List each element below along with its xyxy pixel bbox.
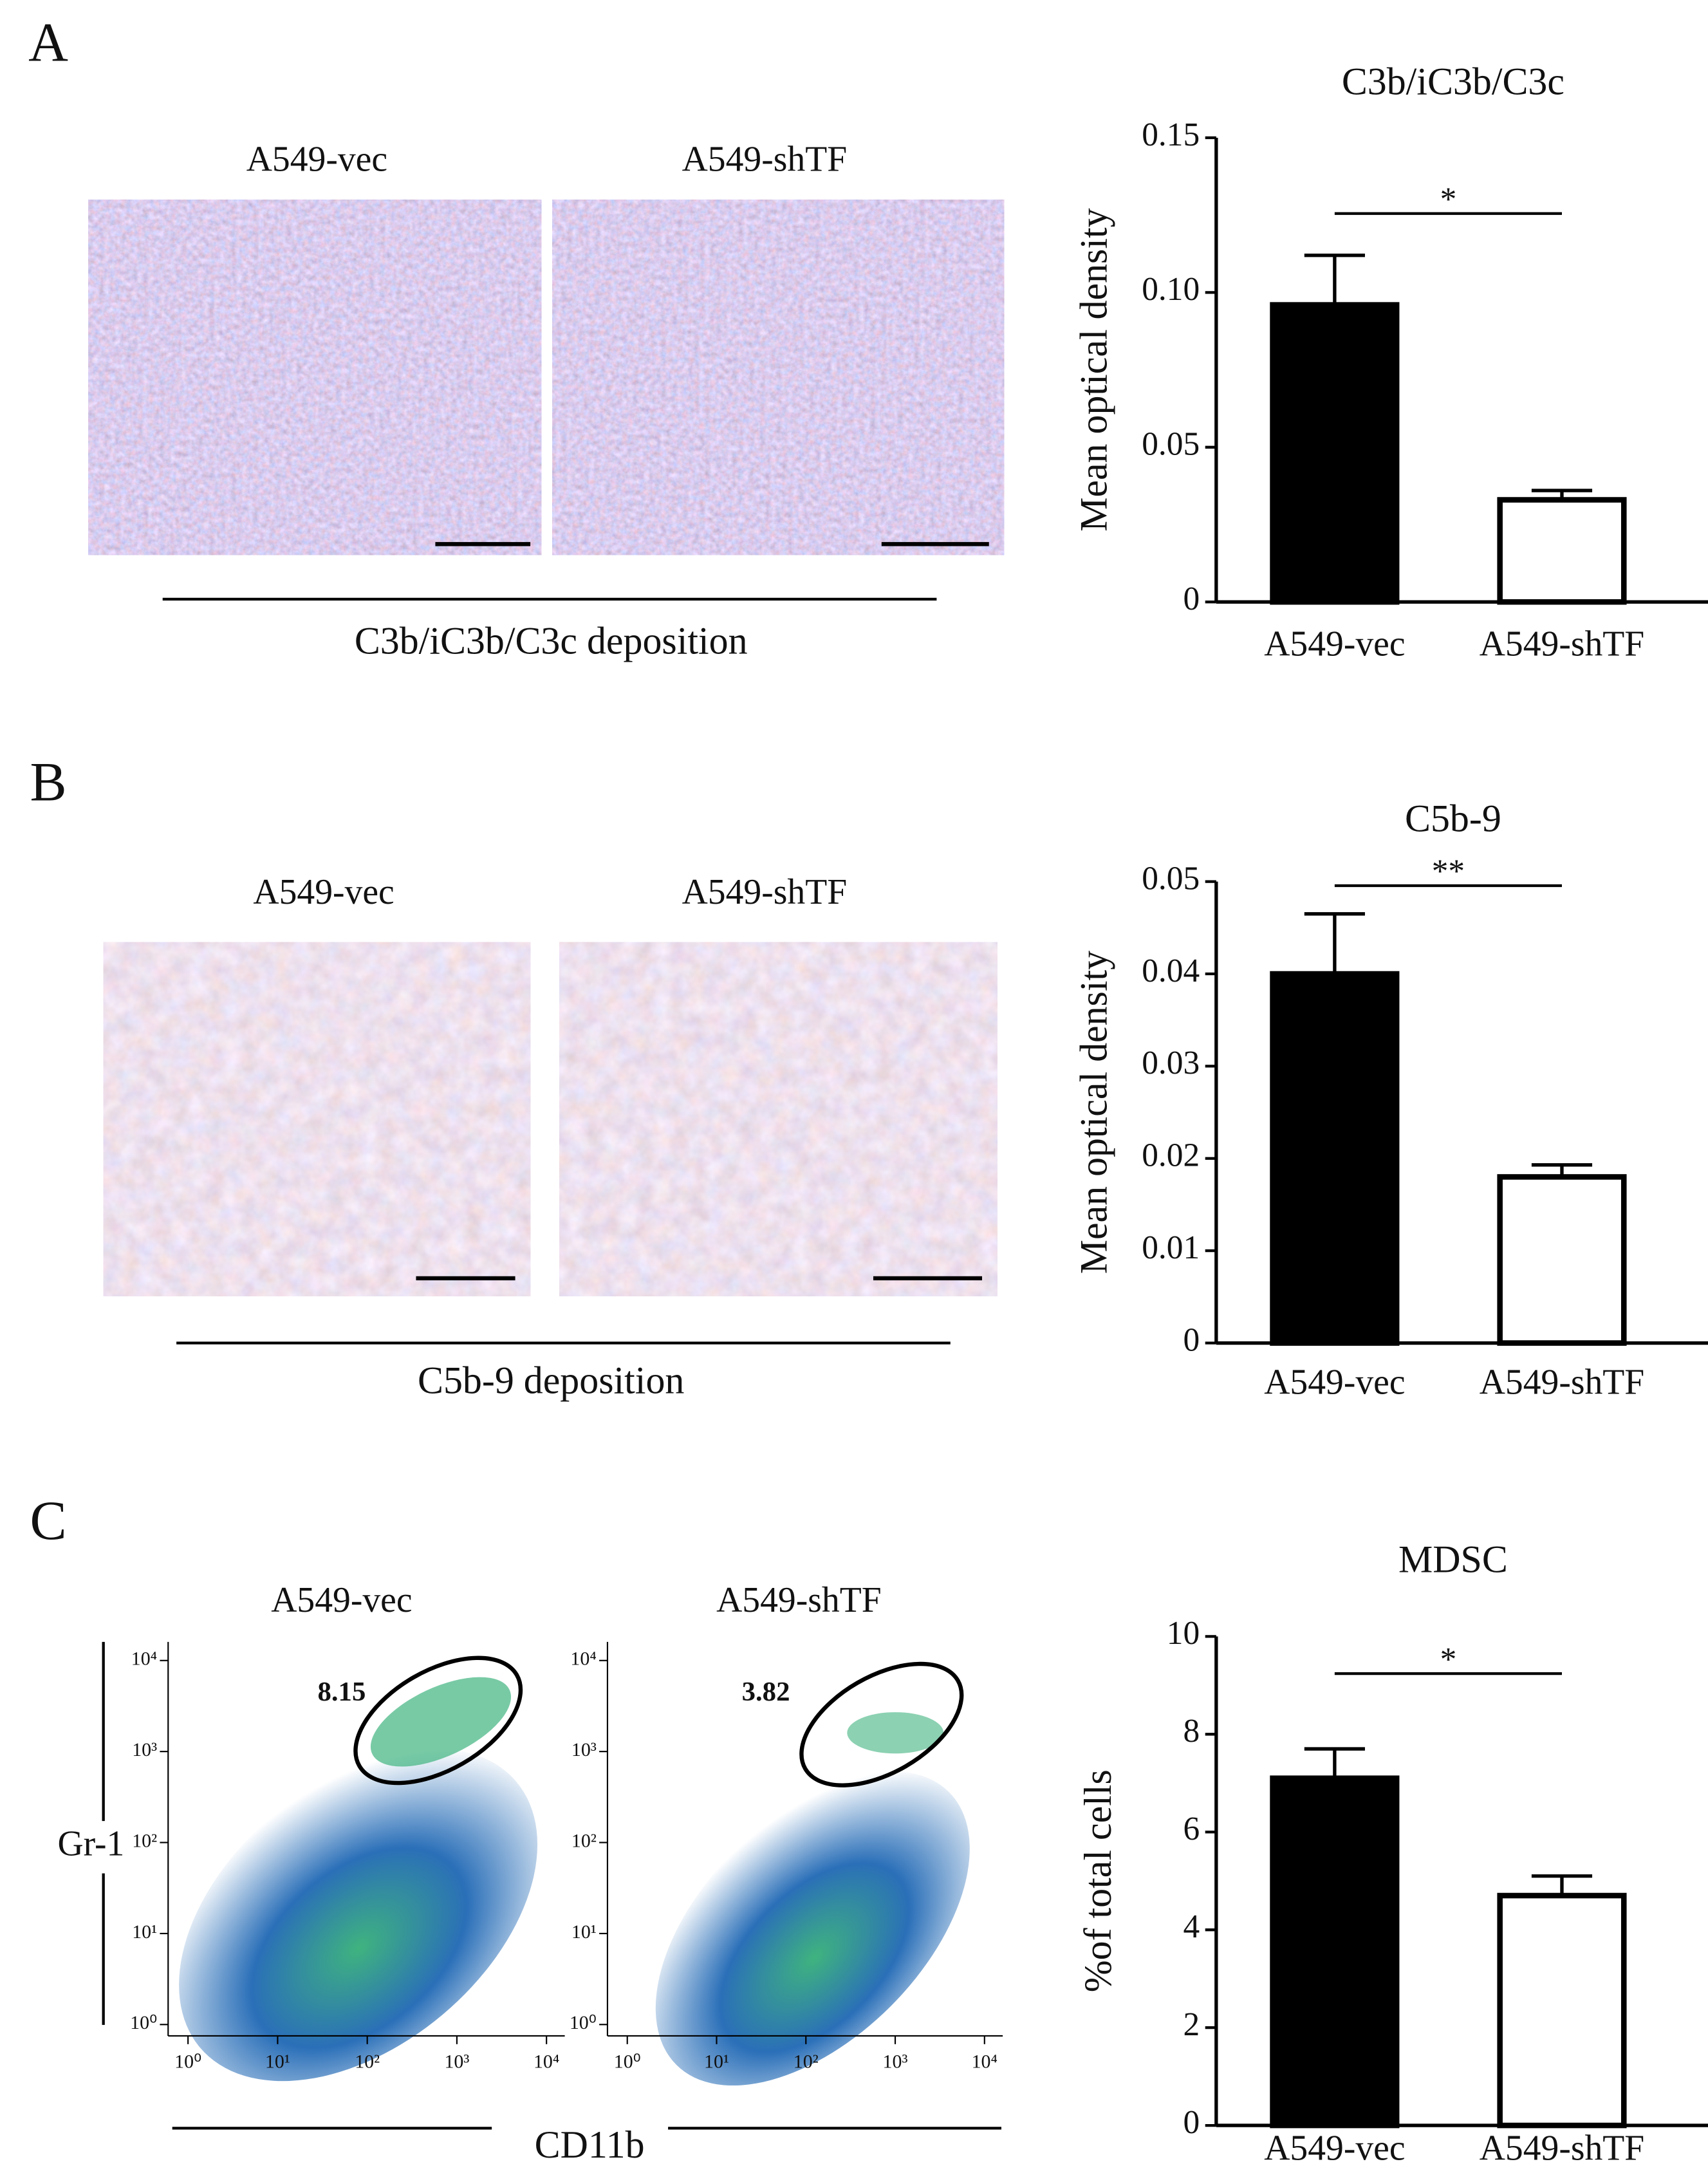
x-tick-label: 10³ [883, 2051, 908, 2073]
y-tick-label: 10⁴ [131, 1648, 157, 1670]
y-tick-label: 0.05 [1142, 426, 1200, 463]
y-axis-title: Mean optical density [1073, 208, 1115, 531]
caption: C5b-9 deposition [418, 1359, 684, 1401]
x-tick-label: A549-shTF [1480, 1363, 1645, 1403]
gate-value: 8.15 [317, 1677, 366, 1707]
image-label: A549-shTF [682, 139, 848, 179]
bar [1497, 1892, 1627, 2129]
y-tick-label: 10² [571, 1830, 597, 1851]
x-tick-label: 10¹ [265, 2051, 290, 2073]
chart-title: C3b/iC3b/C3c [1342, 60, 1564, 102]
x-tick-label: 10⁴ [534, 2051, 559, 2073]
significance-label: ** [1432, 853, 1465, 890]
flow-plot [606, 1641, 1003, 2086]
bar [1270, 1775, 1400, 2129]
chart-title: MDSC [1398, 1538, 1508, 1581]
y-axis-title: %of total cells [1077, 1769, 1119, 1992]
bar [1497, 1174, 1627, 1346]
x-tick-label: 10⁴ [972, 2051, 998, 2073]
panel-label: B [30, 752, 67, 813]
micrograph [559, 942, 998, 1296]
brackets [102, 597, 1001, 2130]
y-tick-label: 6 [1183, 1811, 1200, 1847]
y-tick-label: 10³ [571, 1739, 597, 1760]
y-tick-label: 10³ [132, 1739, 157, 1760]
y-tick-label: 0.15 [1142, 117, 1200, 153]
y-tick-label: 8 [1183, 1713, 1200, 1749]
y-tick-label: 0 [1183, 2104, 1200, 2141]
bar [1270, 302, 1400, 605]
image-label: A549-vec [246, 139, 387, 179]
significance-label: * [1440, 1641, 1457, 1678]
y-axis-title: Gr-1 [57, 1824, 124, 1864]
micrograph [88, 200, 542, 555]
micrograph [552, 200, 1005, 555]
y-tick-label: 4 [1183, 1908, 1200, 1945]
x-tick-label: A549-vec [1264, 2129, 1405, 2164]
flow-plot [167, 1641, 565, 2082]
y-tick-label: 0.02 [1142, 1137, 1200, 1174]
significance-label: * [1440, 181, 1457, 218]
y-tick-label: 10⁰ [130, 2012, 157, 2033]
y-tick-label: 10¹ [571, 1921, 597, 1943]
y-tick-label: 2 [1183, 2006, 1200, 2043]
y-tick-label: 0.01 [1142, 1229, 1200, 1266]
bar [1497, 497, 1627, 605]
y-tick-label: 10² [132, 1830, 157, 1851]
x-tick-label: A549-shTF [1480, 624, 1645, 664]
image-label: A549-vec [253, 872, 394, 912]
caption: C3b/iC3b/C3c deposition [355, 619, 748, 662]
x-tick-label: A549-shTF [1480, 2129, 1645, 2164]
y-tick-label: 0.04 [1142, 953, 1200, 989]
y-tick-label: 10 [1167, 1615, 1200, 1652]
micrograph [103, 942, 531, 1296]
bar [1270, 971, 1400, 1346]
x-tick-label: 10² [355, 2051, 380, 2073]
image-label: A549-shTF [682, 872, 848, 912]
x-tick-label: 10⁰ [174, 2051, 201, 2073]
x-axis-title: CD11b [535, 2123, 645, 2164]
image-label: A549-vec [271, 1580, 412, 1620]
y-axis-title: Mean optical density [1073, 951, 1115, 1274]
x-tick-label: A549-vec [1264, 1363, 1405, 1403]
y-tick-label: 0 [1183, 1321, 1200, 1358]
y-tick-label: 0.05 [1142, 860, 1200, 897]
y-tick-label: 0.03 [1142, 1045, 1200, 1081]
x-tick-label: 10⁰ [614, 2051, 641, 2073]
panel-label: A [28, 12, 68, 73]
x-tick-label: 10¹ [704, 2051, 729, 2073]
chart-title: C5b-9 [1405, 797, 1501, 839]
y-tick-label: 0 [1183, 581, 1200, 617]
gate-value: 3.82 [742, 1677, 790, 1707]
y-tick-label: 10⁰ [570, 2012, 597, 2033]
y-tick-label: 10⁴ [570, 1648, 596, 1670]
image-label: A549-shTF [716, 1580, 882, 1620]
x-tick-label: A549-vec [1264, 624, 1405, 664]
y-tick-label: 10¹ [132, 1921, 157, 1943]
y-tick-label: 0.10 [1142, 271, 1200, 308]
panel-label: C [30, 1490, 67, 1551]
scale-bars [416, 542, 989, 1281]
x-tick-label: 10² [794, 2051, 819, 2073]
x-tick-label: 10³ [444, 2051, 469, 2073]
